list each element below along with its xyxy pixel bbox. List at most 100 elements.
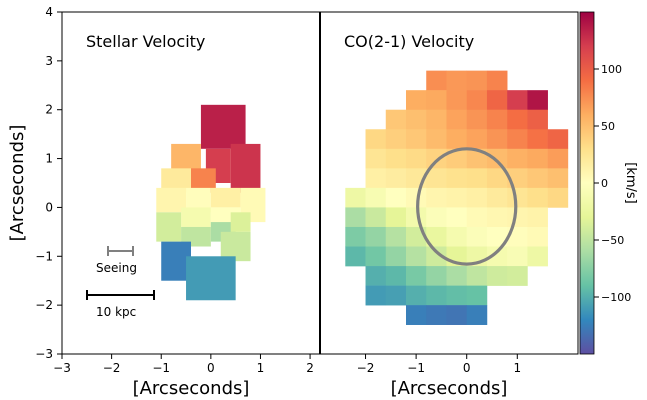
co-pixel-3-0: [365, 129, 387, 150]
left-x-tick-label: 1: [257, 361, 265, 375]
co-pixel-4-8: [527, 148, 548, 169]
colorbar-tick-label: −100: [601, 291, 631, 304]
right-x-tick-label: 0: [463, 361, 471, 375]
co-pixel-4-2: [406, 148, 427, 169]
co-pixel-3-3: [426, 129, 447, 150]
co-pixel-6-10: [547, 187, 569, 208]
co-pixel-7-0: [345, 207, 366, 228]
y-axis-label: [Arcseconds]: [7, 125, 28, 242]
co-pixel-2-4: [466, 109, 488, 130]
co-pixel-9-4: [426, 246, 447, 267]
co-pixel-4-6: [486, 148, 508, 169]
right-x-tick-label: 1: [513, 361, 521, 375]
co-pixel-4-0: [365, 148, 387, 169]
co-pixel-1-4: [486, 90, 508, 111]
right-x-axis-label: [Arcseconds]: [391, 378, 508, 399]
y-tick-label: −1: [35, 249, 53, 263]
co-pixel-10-5: [466, 266, 488, 286]
co-pixel-1-6: [527, 90, 548, 111]
co-pixel-2-3: [446, 109, 468, 130]
co-pixel-2-7: [527, 109, 548, 130]
co-pixel-6-8: [507, 187, 528, 208]
co-pixel-7-9: [527, 207, 548, 228]
co-pixel-6-9: [527, 187, 548, 208]
colorbar-tick-label: 0: [601, 177, 608, 190]
co-pixel-1-1: [426, 90, 447, 111]
co-pixel-10-3: [426, 266, 447, 286]
scale-bar: [86, 290, 155, 300]
co-pixel-6-1: [365, 187, 387, 208]
co-pixel-10-7: [507, 266, 528, 286]
left-x-tick-label: 2: [306, 361, 314, 375]
co-pixel-7-6: [466, 207, 488, 228]
co-pixel-7-3: [406, 207, 427, 228]
co-pixel-4-5: [466, 148, 488, 169]
co-pixel-9-2: [385, 246, 407, 267]
co-pixel-8-7: [486, 226, 508, 247]
y-tick-label: 2: [45, 103, 53, 117]
co-pixel-12-0: [406, 305, 427, 325]
y-tick-label: 3: [45, 54, 53, 68]
co-pixel-1-2: [446, 90, 468, 111]
co-pixel-5-1: [385, 168, 407, 189]
left-x-axis-label: [Arcseconds]: [133, 378, 250, 399]
colorbar-tick-label: 100: [601, 63, 622, 76]
y-tick-label: 1: [45, 152, 53, 166]
left-x-tick-label: −2: [103, 361, 121, 375]
co-pixel-8-4: [426, 226, 447, 247]
co-pixel-5-3: [426, 168, 447, 189]
co-pixel-3-9: [547, 129, 569, 150]
co-pixel-11-4: [446, 285, 468, 306]
co-pixel-9-3: [406, 246, 427, 267]
co-pixel-8-1: [365, 226, 387, 247]
co-pixel-5-8: [527, 168, 548, 189]
colorbar-tick-label: −50: [601, 234, 624, 247]
co-pixel-6-5: [446, 187, 468, 208]
co-pixel-7-4: [426, 207, 447, 228]
right-x-tick-label: −2: [357, 361, 375, 375]
co-pixel-2-0: [385, 109, 407, 130]
co-pixel-3-1: [385, 129, 407, 150]
co-pixel-1-0: [406, 90, 427, 111]
co-pixel-3-7: [507, 129, 528, 150]
y-tick-label: −3: [35, 347, 53, 361]
co-pixel-6-3: [406, 187, 427, 208]
co-pixel-11-1: [385, 285, 407, 306]
left-x-tick-label: −3: [53, 361, 71, 375]
y-tick-label: 0: [45, 200, 53, 214]
colorbar-ticks: 100 50 0 −50 −100: [594, 63, 631, 304]
co-pixel-8-9: [527, 226, 548, 247]
co-pixel-4-3: [426, 148, 447, 169]
co-pixel-12-3: [466, 305, 488, 325]
co-pixel-10-1: [385, 266, 407, 286]
co-pixel-7-5: [446, 207, 468, 228]
stellar-bin-8: [210, 187, 241, 208]
co-pixel-0-3: [486, 70, 508, 91]
right-panel-title: CO(2-1) Velocity: [344, 32, 474, 51]
seeing-marker: [107, 246, 134, 256]
left-x-tick-label: −1: [152, 361, 170, 375]
y-tick-label: 4: [45, 5, 53, 19]
stellar-bin-18: [186, 256, 236, 301]
co-pixel-2-1: [406, 109, 427, 130]
co-velocity-map: [345, 70, 569, 325]
stellar-bin-15: [230, 212, 251, 232]
co-pixel-4-7: [507, 148, 528, 169]
co-pixel-10-2: [406, 266, 427, 286]
stellar-bin-10: [181, 207, 211, 227]
co-pixel-3-8: [527, 129, 548, 150]
co-pixel-9-1: [365, 246, 387, 267]
co-pixel-2-2: [426, 109, 447, 130]
co-pixel-5-6: [486, 168, 508, 189]
co-pixel-4-4: [446, 148, 468, 169]
co-pixel-0-0: [426, 70, 447, 91]
left-panel-title: Stellar Velocity: [86, 32, 205, 51]
co-pixel-3-5: [466, 129, 488, 150]
axis-ticks: −3 −2 −1 0 1 2 −2 −1 0 1 −3 −2 −1 0 1 2 3 4: [35, 5, 521, 375]
co-pixel-0-1: [446, 70, 468, 91]
co-pixel-9-7: [486, 246, 508, 267]
y-tick-label: −2: [35, 298, 53, 312]
stellar-bin-0: [200, 104, 246, 149]
co-pixel-11-2: [406, 285, 427, 306]
